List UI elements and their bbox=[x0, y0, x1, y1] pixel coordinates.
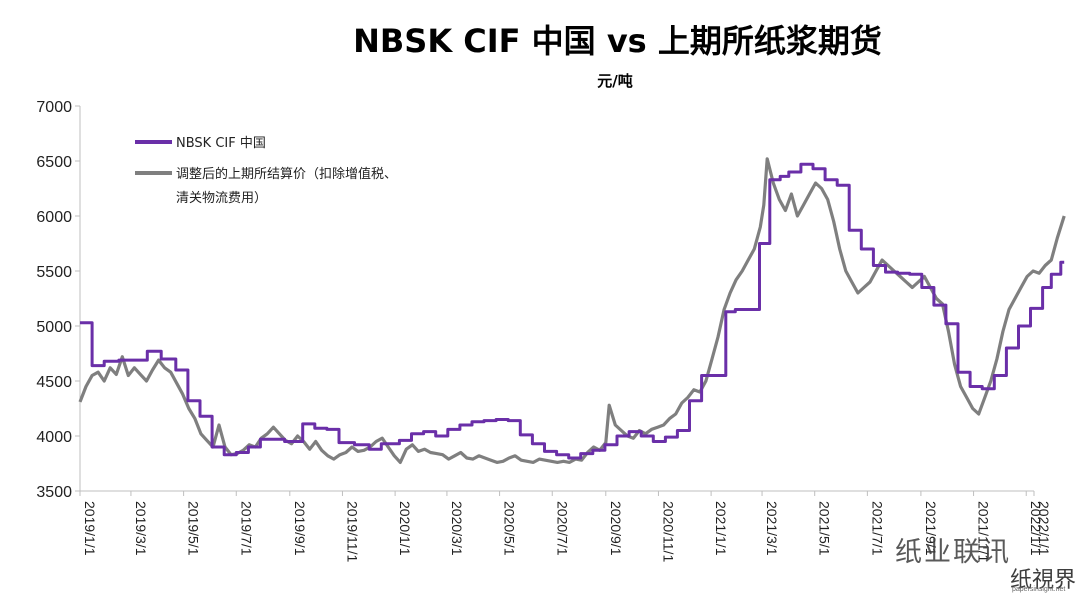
y-unit-label: 元/吨 bbox=[597, 72, 633, 90]
y-tick-label: 4000 bbox=[36, 429, 72, 446]
x-tick-label: 2020/9/1 bbox=[608, 501, 624, 556]
x-tick-label: 2021/3/1 bbox=[764, 501, 780, 556]
axes: 3500 4000 4500 5000 5500 6000 6500 7000 2019/1/1… bbox=[36, 99, 1052, 562]
watermark-logo-text: 纸視界 bbox=[1010, 568, 1077, 593]
legend-label-shfe-line2: 清关物流费用） bbox=[176, 191, 267, 206]
x-tick-label: 2019/11/1 bbox=[344, 501, 360, 562]
x-tick-label: 2019/1/1 bbox=[82, 501, 98, 556]
chart-title: NBSK CIF 中国 vs 上期所纸浆期货 bbox=[353, 22, 882, 60]
y-tick-label: 4500 bbox=[36, 374, 72, 391]
x-tick-label: 2019/7/1 bbox=[238, 501, 254, 556]
x-tick-label: 2021/7/1 bbox=[869, 501, 885, 556]
watermark-wechat-text: 纸业联讯 bbox=[895, 537, 1011, 568]
x-tick-label: 2022/1/1 bbox=[1036, 501, 1052, 556]
x-tick-label: 2021/9/1 bbox=[923, 501, 939, 556]
y-tick-label: 3500 bbox=[36, 484, 72, 501]
y-tick-label: 5000 bbox=[36, 319, 72, 336]
x-tick-label: 2020/7/1 bbox=[554, 501, 570, 556]
x-tick-label: 2019/9/1 bbox=[292, 501, 308, 556]
legend-label-shfe-line1: 调整后的上期所结算价（扣除增值税、 bbox=[176, 166, 397, 182]
x-tick-label: 2022/1/1 bbox=[1028, 501, 1044, 556]
x-tick-label: 2019/5/1 bbox=[186, 501, 202, 556]
y-tick-label: 6500 bbox=[36, 154, 72, 171]
x-tick-label: 2020/1/1 bbox=[397, 501, 413, 556]
watermark-url: papersinsight.net bbox=[1012, 586, 1066, 593]
x-tick-label: 2020/11/1 bbox=[660, 501, 676, 562]
series-line-nbsk-cif bbox=[80, 162, 1065, 460]
y-tick-label: 7000 bbox=[36, 99, 72, 116]
x-tick-label: 2019/3/1 bbox=[133, 501, 149, 556]
x-tick-label: 2021/5/1 bbox=[817, 501, 833, 556]
x-tick-label: 2020/5/1 bbox=[502, 501, 518, 556]
legend-label-nbsk: NBSK CIF 中国 bbox=[176, 136, 266, 151]
legend: NBSK CIF 中国 调整后的上期所结算价（扣除增值税、 清关物流费用） bbox=[135, 136, 397, 206]
x-tick-label: 2021/1/1 bbox=[713, 501, 729, 556]
x-tick-label: 2021/11/1 bbox=[976, 501, 992, 562]
y-tick-label: 5500 bbox=[36, 264, 72, 281]
series-layer bbox=[78, 157, 1066, 464]
y-tick-label: 6000 bbox=[36, 209, 72, 226]
x-tick-label: 2020/3/1 bbox=[449, 501, 465, 556]
